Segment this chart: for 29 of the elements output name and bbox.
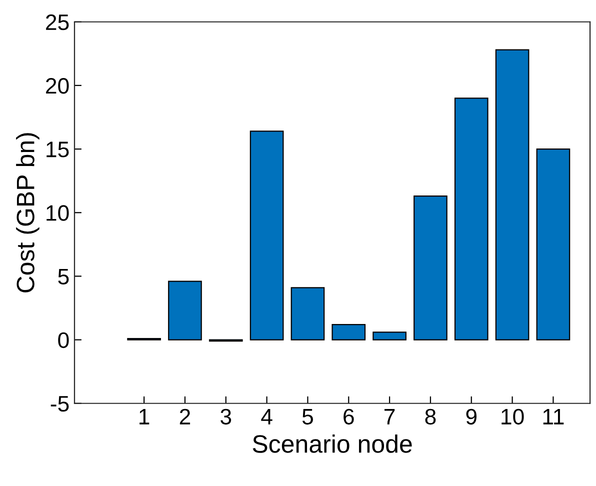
y-tick-label: 10 xyxy=(46,205,69,221)
x-tick-label: 5 xyxy=(302,409,313,425)
bar xyxy=(454,98,488,340)
bar xyxy=(250,130,284,340)
y-tick-label: 25 xyxy=(46,14,69,30)
x-tick-label: 2 xyxy=(180,408,190,424)
bar xyxy=(332,324,366,340)
bar xyxy=(290,287,325,340)
bar xyxy=(168,280,202,340)
y-tick-label: 15 xyxy=(46,142,69,158)
x-tick-label: 11 xyxy=(543,409,564,424)
x-tick-label: 9 xyxy=(466,408,477,425)
x-tick-label: 4 xyxy=(261,409,272,424)
x-tick-label: 10 xyxy=(502,408,524,425)
x-tick-label: 7 xyxy=(384,409,395,424)
x-tick-label: 1 xyxy=(140,409,150,424)
x-tick-label: 8 xyxy=(425,408,436,425)
x-tick-label: 3 xyxy=(220,408,232,425)
x-tick-label: 6 xyxy=(344,408,354,425)
y-axis-title: Cost (GBP bn) xyxy=(16,133,40,292)
y-tick-label: -5 xyxy=(50,396,69,412)
bar xyxy=(536,148,570,340)
y-tick-label: 0 xyxy=(58,332,69,348)
bar xyxy=(495,49,530,340)
y-tick-label: 5 xyxy=(58,268,69,284)
bar xyxy=(372,332,406,340)
bar xyxy=(414,196,448,340)
y-tick-label: 20 xyxy=(46,78,69,94)
x-axis-title: Scenario node xyxy=(252,434,412,453)
